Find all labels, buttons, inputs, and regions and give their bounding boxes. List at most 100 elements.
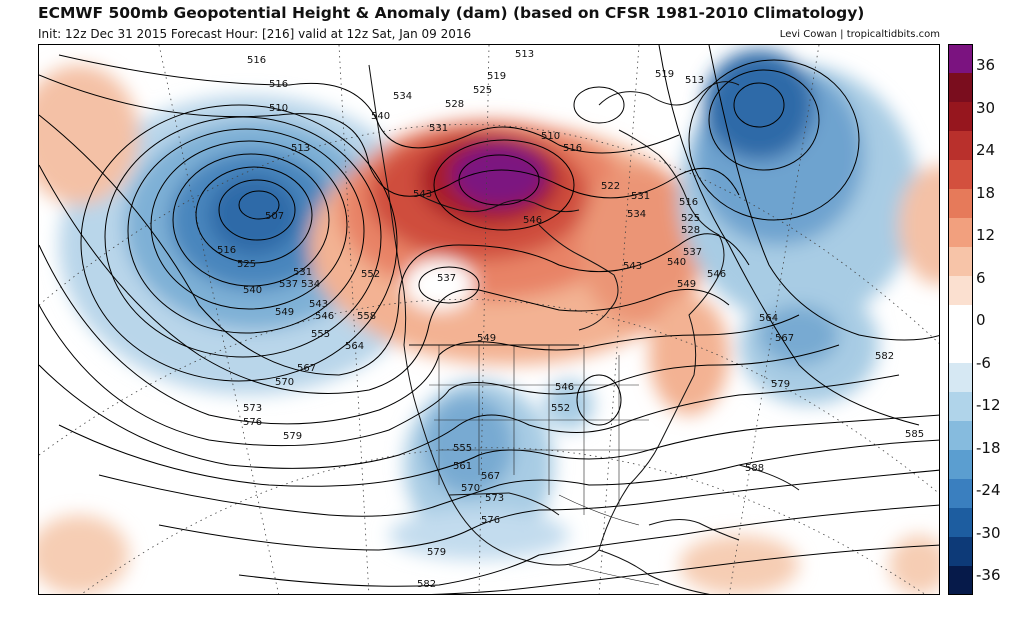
map-subtitle: Init: 12z Dec 31 2015 Forecast Hour: [21… [38, 27, 472, 41]
state-borders [429, 345, 660, 586]
contour-label: 525 [473, 85, 492, 96]
contour-label: 552 [551, 403, 570, 414]
contour-label: 579 [283, 431, 302, 442]
colorbar-tick-label: -30 [976, 523, 1001, 542]
contour-label: 570 [275, 377, 294, 388]
colorbar-tick-label: -24 [976, 481, 1001, 499]
anomaly-shading [39, 50, 939, 594]
contour-label: 546 [555, 382, 574, 393]
colorbar-swatch [948, 392, 973, 422]
colorbar-swatch [948, 131, 973, 161]
contour-label: 555 [453, 443, 472, 454]
colorbar-swatch [948, 450, 973, 480]
contour-label: 564 [345, 341, 364, 352]
colorbar-swatch [948, 160, 973, 190]
contour-label: 519 [655, 69, 674, 80]
contour-label: 579 [427, 547, 446, 558]
contour-label: 528 [445, 99, 464, 110]
height-contours [39, 45, 939, 594]
contour-label: 540 [667, 257, 686, 268]
contour-label: 573 [243, 403, 262, 414]
contour-label: 561 [453, 461, 472, 472]
colorbar-swatch [948, 566, 973, 596]
colorbar-tick-label: 6 [976, 268, 986, 287]
contour-label: 576 [481, 515, 500, 526]
contour-label: 582 [875, 351, 894, 362]
contour-label: 543 [309, 299, 328, 310]
colorbar-tick-label: 0 [976, 311, 986, 329]
contour-label: 588 [745, 463, 764, 474]
colorbar-swatch [948, 44, 973, 74]
colorbar-tick-label: 12 [976, 226, 996, 244]
contour-label: 537 [279, 279, 298, 290]
contour-label: 555 [311, 329, 330, 340]
contour-label: 534 [393, 91, 412, 102]
colorbar-swatch [948, 508, 973, 538]
contour-label: 579 [771, 379, 790, 390]
height-anomaly-map: 516 516 510 513 507 516 525 531 537 534 540 543 546 5… [38, 44, 940, 595]
contour-label: 513 [291, 143, 310, 154]
contour-label: 534 [301, 279, 320, 290]
contour-label: 525 [681, 213, 700, 224]
contour-label: 546 [523, 215, 542, 226]
contour-label: 516 [269, 79, 288, 90]
contour-label: 552 [361, 269, 380, 280]
colorbar-swatch [948, 218, 973, 248]
contour-label: 576 [243, 417, 262, 428]
colorbar-swatch [948, 537, 973, 567]
contour-label: 582 [417, 579, 436, 590]
contour-label: 516 [217, 245, 236, 256]
contour-label: 534 [627, 209, 646, 220]
contour-label: 519 [487, 71, 506, 82]
colorbar-swatch [948, 247, 973, 277]
contour-label: 549 [477, 333, 496, 344]
contour-label: 525 [237, 259, 256, 270]
contour-label: 531 [429, 123, 448, 134]
contour-label: 516 [563, 143, 582, 154]
colorbar-tick-label: -12 [976, 396, 1001, 414]
contour-label: 510 [269, 103, 288, 114]
contour-label: 549 [275, 307, 294, 318]
contour-label: 516 [679, 197, 698, 208]
contour-label: 531 [631, 191, 650, 202]
contour-label: 573 [485, 493, 504, 504]
contour-label: 507 [265, 211, 284, 222]
colorbar-tick-label: 24 [976, 141, 996, 159]
contour-label: 585 [905, 429, 924, 440]
contour-label: 546 [315, 311, 334, 322]
contour-label: 558 [357, 311, 376, 322]
contour-label: 537 [437, 273, 456, 284]
contour-label: 531 [293, 267, 312, 278]
colorbar-swatch [948, 102, 973, 132]
colorbar-tick-label: 30 [976, 98, 996, 117]
colorbar-swatch [948, 305, 973, 335]
contour-label: 537 [683, 247, 702, 258]
contour-label: 549 [677, 279, 696, 290]
contour-label: 543 [413, 189, 432, 200]
contour-label: 567 [775, 333, 794, 344]
colorbar-swatch [948, 479, 973, 509]
colorbar-tick-label: -18 [976, 438, 1001, 457]
anomaly-colorbar [948, 44, 973, 596]
contour-label: 570 [461, 483, 480, 494]
contour-label: 516 [247, 55, 266, 66]
contour-label: 522 [601, 181, 620, 192]
latlon-grid [39, 45, 939, 594]
colorbar-swatch [948, 73, 973, 103]
contour-label: 540 [371, 111, 390, 122]
colorbar-swatch [948, 189, 973, 219]
colorbar-tick-label: 18 [976, 183, 996, 202]
contour-label: 564 [759, 313, 778, 324]
colorbar-swatch [948, 276, 973, 306]
contour-label: 543 [623, 261, 642, 272]
colorbar-tick-label: -36 [976, 566, 1001, 584]
map-title: ECMWF 500mb Geopotential Height & Anomal… [38, 4, 865, 22]
contour-label: 567 [297, 363, 316, 374]
contour-label: 546 [707, 269, 726, 280]
colorbar-swatch [948, 421, 973, 451]
contour-label: 567 [481, 471, 500, 482]
colorbar-tick-label: 36 [976, 56, 996, 74]
credit-text: Levi Cowan | tropicaltidbits.com [779, 29, 940, 40]
contour-label: 513 [515, 49, 534, 60]
